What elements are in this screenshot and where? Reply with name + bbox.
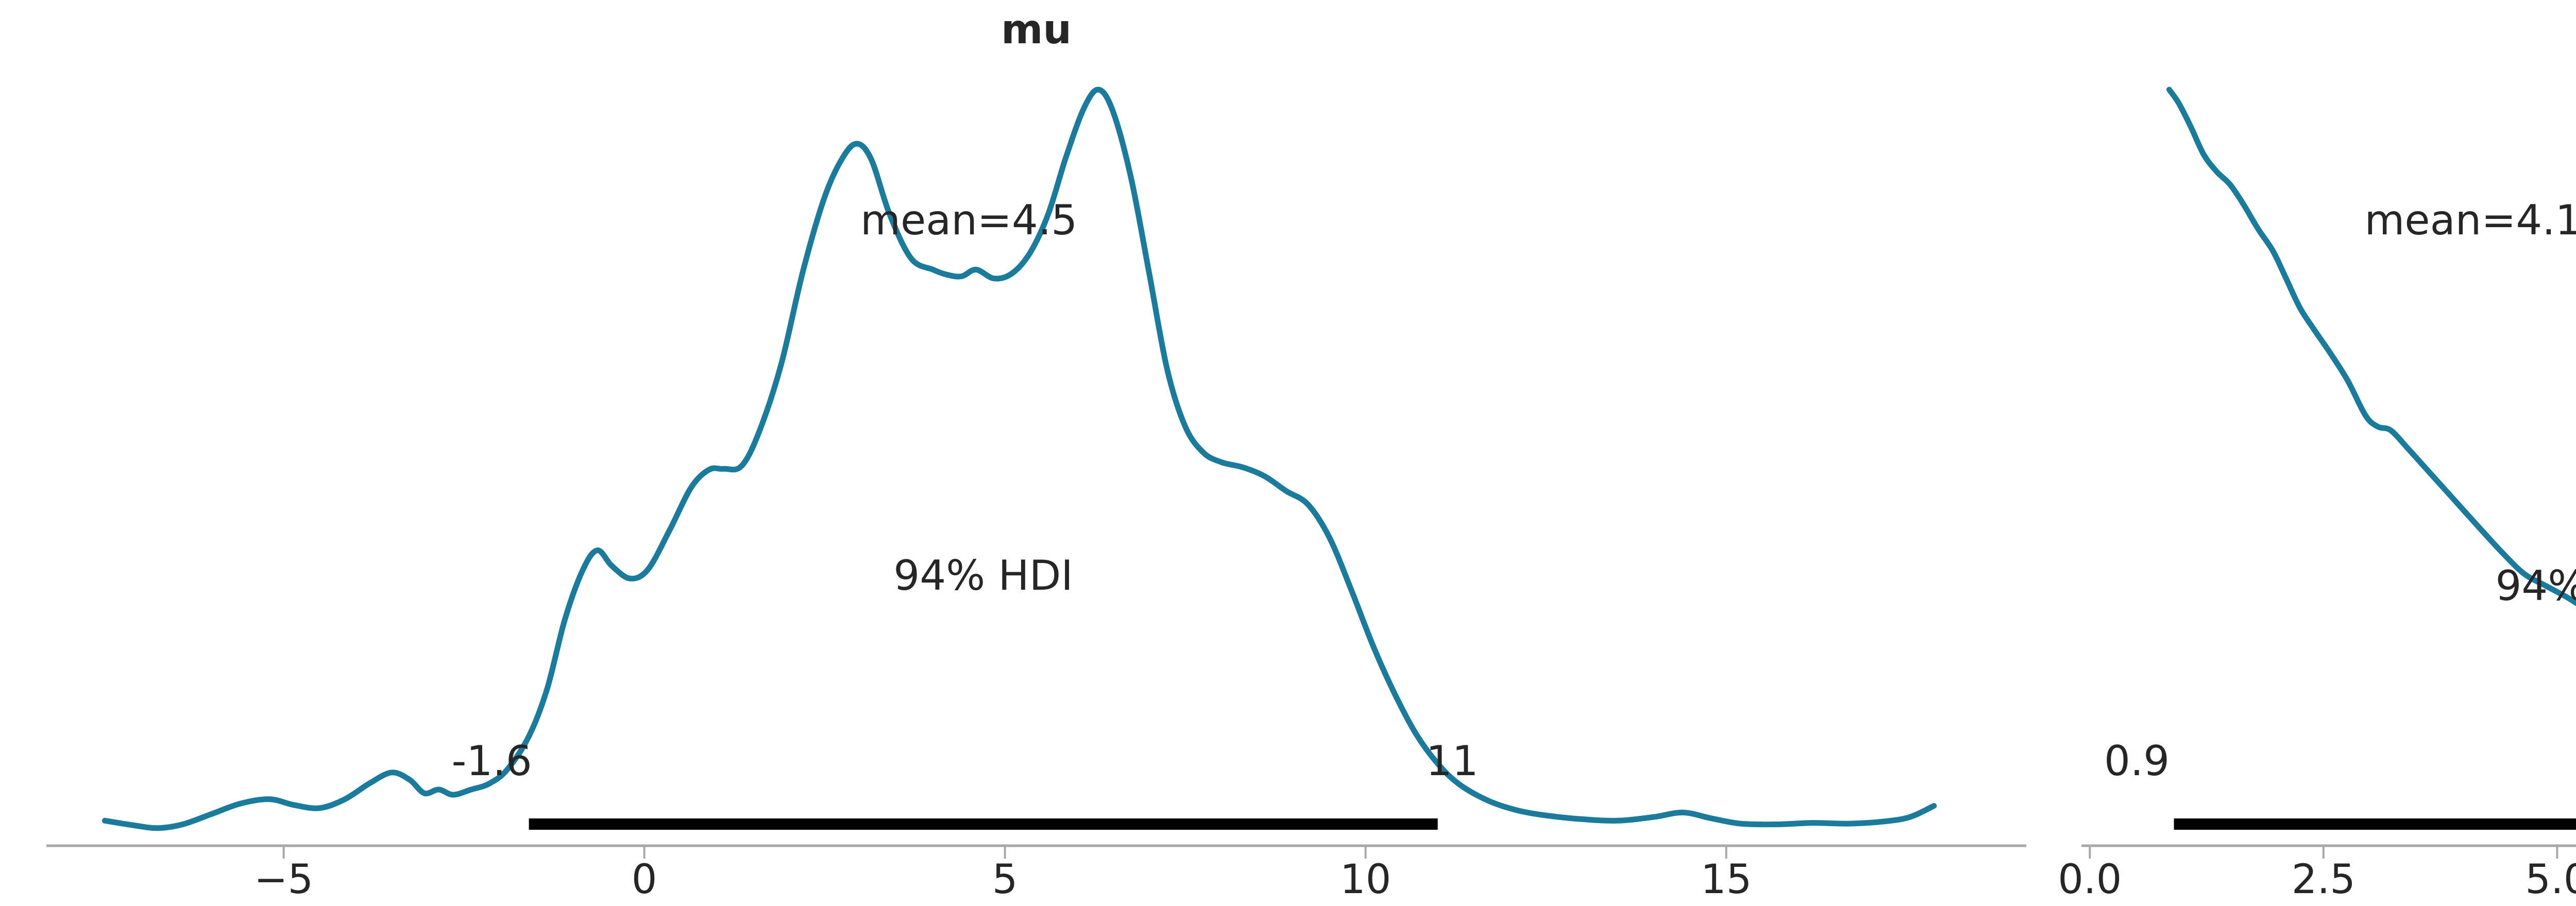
x-axis-tick-label: 5 bbox=[992, 857, 1018, 903]
x-axis-tick-label: −5 bbox=[254, 857, 313, 903]
hdi-lower-label: 0.9 bbox=[2104, 737, 2170, 785]
x-axis-tick-label: 2.5 bbox=[2292, 857, 2355, 903]
x-axis-tick-label: 10 bbox=[1340, 857, 1391, 903]
hdi-bar bbox=[2174, 818, 2576, 830]
hdi-label: 94% HDI bbox=[2495, 562, 2576, 610]
kde-curve bbox=[2166, 87, 2576, 606]
x-axis-tick-label: 0 bbox=[632, 857, 657, 903]
kde-curve bbox=[101, 87, 1937, 831]
hdi-label: 94% HDI bbox=[893, 552, 1073, 600]
x-axis-tick-label: 15 bbox=[1701, 857, 1752, 903]
hdi-bar bbox=[529, 818, 1438, 830]
plot-title: mu bbox=[1001, 7, 1072, 53]
subplot-mu: −5 0 5 10 15 mu mean=4.5 94% HDI -1.6 11 bbox=[46, 7, 2026, 903]
x-axis-tick-label: 5.0 bbox=[2525, 857, 2576, 903]
x-axis-tick-label: 0.0 bbox=[2058, 857, 2122, 903]
hdi-lower-label: -1.6 bbox=[452, 737, 532, 785]
mean-label: mean=4.5 bbox=[860, 196, 1077, 244]
mean-label: mean=4.1 bbox=[2365, 196, 2576, 244]
subplot-tau: 0.02.55.07.510.012.515.017.520.0taumean=… bbox=[2058, 87, 2576, 903]
hdi-upper-label: 11 bbox=[1426, 737, 1479, 785]
